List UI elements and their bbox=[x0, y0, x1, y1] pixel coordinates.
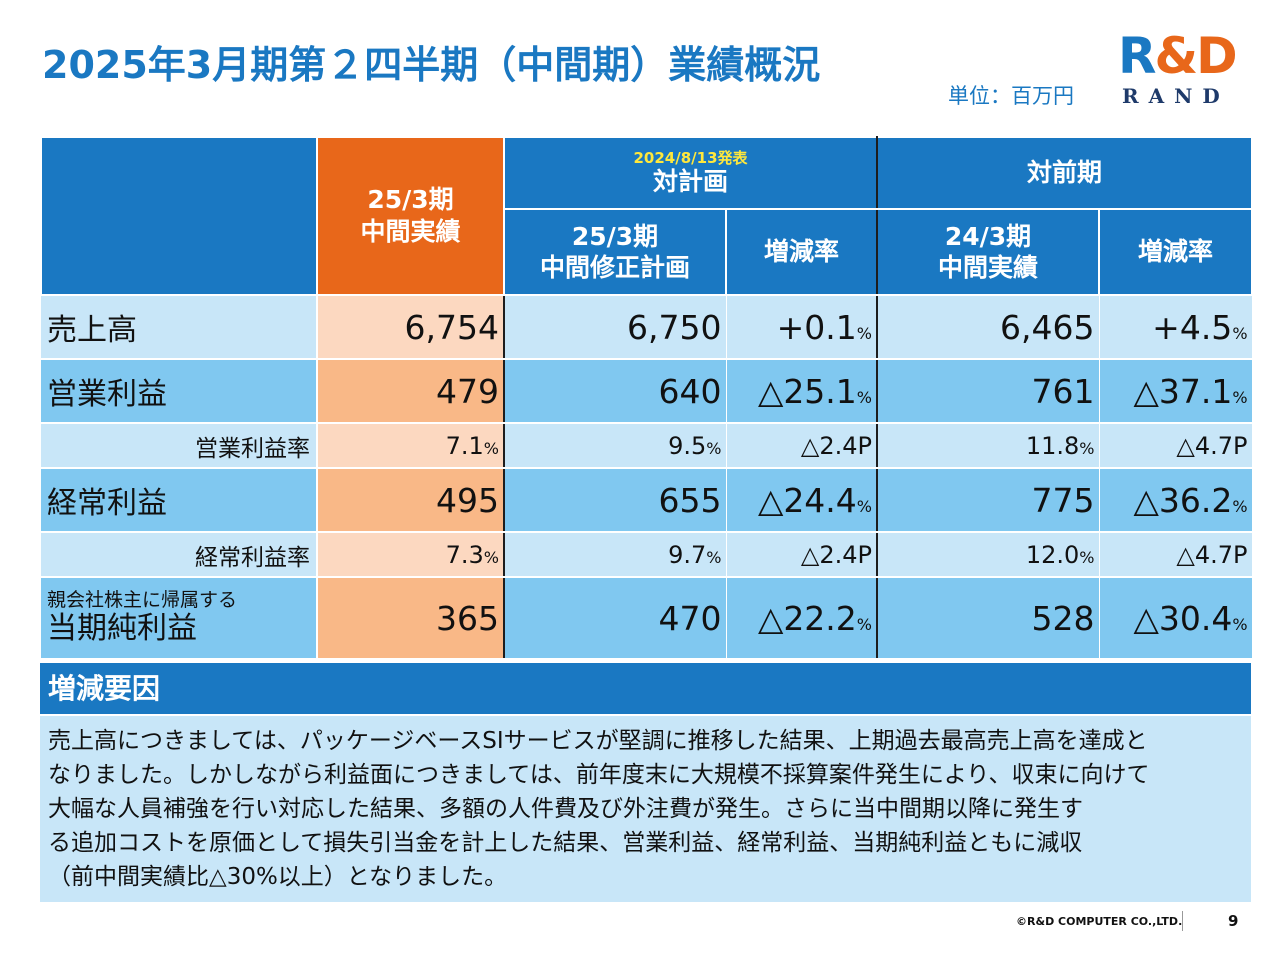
header-blank-cell bbox=[40, 136, 318, 296]
copyright: ©R&D COMPUTER CO.,LTD. bbox=[1016, 915, 1183, 928]
prior-rate: △30.4% bbox=[1099, 577, 1253, 660]
factors-line: 大幅な人員補強を行い対応した結果、多額の人件費及び外注費が発生。さらに当中間期以… bbox=[48, 796, 1083, 822]
plan-value: 470 bbox=[503, 577, 727, 660]
footer-divider bbox=[1182, 911, 1183, 931]
prior-rate: +4.5% bbox=[1099, 295, 1253, 360]
plan-rate: △2.4P bbox=[726, 423, 878, 469]
actual-value: 6,754 bbox=[317, 295, 505, 360]
prior-rate: △36.2% bbox=[1099, 468, 1253, 533]
plan-value: 655 bbox=[503, 468, 727, 533]
actual-value: 365 bbox=[317, 577, 505, 660]
plan-rate: +0.1% bbox=[726, 295, 878, 360]
plan-group-label: 対計画 bbox=[652, 167, 728, 196]
prior-value: 528 bbox=[877, 577, 1100, 660]
prior-value: 12.0% bbox=[877, 532, 1100, 578]
table-row: 売上高 6,754 6,750 +0.1% 6,465 +4.5% bbox=[41, 295, 1253, 360]
logo-mark: R&D bbox=[1118, 27, 1238, 85]
plan-announcement-date: 2024/8/13発表 bbox=[633, 149, 748, 167]
factors-heading: 増減要因 bbox=[40, 663, 1251, 714]
plan-rate: △2.4P bbox=[726, 532, 878, 578]
factors-line: 売上高につきましては、パッケージベースSIサービスが堅調に推移した結果、上期過去… bbox=[48, 728, 1148, 754]
table-row: 営業利益 479 640 △25.1% 761 △37.1% bbox=[41, 359, 1253, 424]
header-plan-rate: 増減率 bbox=[725, 208, 878, 296]
actual-value: 7.3% bbox=[317, 532, 505, 578]
plan-value: 9.5% bbox=[503, 423, 727, 469]
prior-value: 775 bbox=[877, 468, 1100, 533]
company-logo: R&D RAND bbox=[1110, 28, 1250, 108]
row-label: 経常利益率 bbox=[41, 532, 318, 578]
plan-value: 640 bbox=[503, 359, 727, 424]
factors-body: 売上高につきましては、パッケージベースSIサービスが堅調に推移した結果、上期過去… bbox=[40, 716, 1251, 902]
page-number: 9 bbox=[1228, 912, 1239, 930]
row-label: 経常利益 bbox=[41, 468, 318, 533]
actual-value: 7.1% bbox=[317, 423, 505, 469]
prior-value: 6,465 bbox=[877, 295, 1100, 360]
row-label: 売上高 bbox=[41, 295, 318, 360]
table-row: 経常利益率 7.3% 9.7% △2.4P 12.0% △4.7P bbox=[41, 532, 1253, 578]
header-plan-group: 2024/8/13発表 対計画 bbox=[503, 136, 878, 210]
plan-rate: △22.2% bbox=[726, 577, 878, 660]
prior-rate: △4.7P bbox=[1099, 532, 1253, 578]
header-plan-value: 25/3期 中間修正計画 bbox=[503, 208, 727, 296]
table-row: 営業利益率 7.1% 9.5% △2.4P 11.8% △4.7P bbox=[41, 423, 1253, 469]
row-label: 親会社株主に帰属する 当期純利益 bbox=[41, 577, 318, 660]
results-table: 25/3期 中間実績 2024/8/13発表 対計画 対前期 25/3期 中間修… bbox=[40, 136, 1254, 660]
header-actual: 25/3期 中間実績 bbox=[316, 136, 505, 296]
row-label: 営業利益 bbox=[41, 359, 318, 424]
plan-value: 6,750 bbox=[503, 295, 727, 360]
prior-value: 11.8% bbox=[877, 423, 1100, 469]
factors-line: なりました。しかしながら利益面につきましては、前年度末に大規模不採算案件発生によ… bbox=[48, 762, 1150, 788]
row-label-prefix: 親会社株主に帰属する bbox=[47, 589, 238, 612]
header-prior-rate: 増減率 bbox=[1097, 208, 1254, 296]
logo-wordmark: RAND bbox=[1122, 84, 1230, 108]
row-label: 営業利益率 bbox=[41, 423, 318, 469]
prior-rate: △4.7P bbox=[1099, 423, 1253, 469]
table-row: 親会社株主に帰属する 当期純利益 365 470 △22.2% 528 △30.… bbox=[41, 577, 1253, 660]
actual-value: 495 bbox=[317, 468, 505, 533]
plan-value: 9.7% bbox=[503, 532, 727, 578]
table-row: 経常利益 495 655 △24.4% 775 △36.2% bbox=[41, 468, 1253, 533]
prior-rate: △37.1% bbox=[1099, 359, 1253, 424]
prior-value: 761 bbox=[877, 359, 1100, 424]
header-prior-value: 24/3期 中間実績 bbox=[876, 208, 1100, 296]
factors-line: （前中間実績比△30%以上）となりました。 bbox=[48, 864, 508, 890]
factors-line: る追加コストを原価として損失引当金を計上した結果、営業利益、経常利益、当期純利益… bbox=[48, 830, 1083, 856]
actual-value: 479 bbox=[317, 359, 505, 424]
plan-rate: △25.1% bbox=[726, 359, 878, 424]
plan-rate: △24.4% bbox=[726, 468, 878, 533]
page-title: 2025年3月期第２四半期（中間期）業績概況 bbox=[42, 43, 821, 87]
header-prior-group: 対前期 bbox=[875, 136, 1254, 210]
unit-label: 単位：百万円 bbox=[948, 84, 1074, 108]
